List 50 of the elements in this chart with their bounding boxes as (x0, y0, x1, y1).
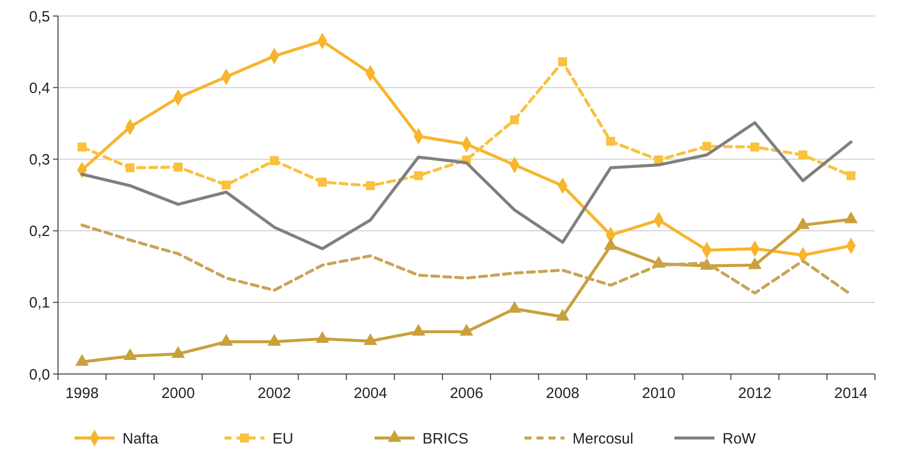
y-tick-label: 0,0 (29, 366, 50, 384)
point (171, 346, 185, 358)
point (366, 181, 375, 190)
x-tick-label: 2000 (161, 385, 195, 402)
point (702, 142, 712, 151)
point (414, 171, 423, 180)
point (460, 324, 474, 336)
point (558, 57, 568, 66)
point (510, 115, 520, 124)
point (267, 334, 282, 346)
y-tick-label: 0,4 (29, 80, 50, 97)
point (750, 142, 760, 152)
point (123, 348, 137, 360)
y-tick-label: 0,1 (29, 294, 50, 312)
point (219, 334, 233, 346)
point (846, 171, 856, 180)
point (174, 162, 183, 172)
legend-label: Nafta (122, 430, 160, 448)
y-tick-label: 0,2 (29, 223, 50, 240)
y-tick-label: 0,3 (29, 151, 50, 168)
x-tick-label: 2008 (546, 385, 580, 402)
point (126, 163, 135, 172)
point (364, 333, 378, 345)
point (222, 180, 231, 190)
point (556, 308, 570, 321)
point (75, 354, 89, 366)
x-tick-label: 2004 (354, 385, 388, 402)
point (796, 217, 810, 229)
point (604, 238, 618, 250)
point (606, 136, 616, 146)
point (508, 300, 522, 313)
x-tick-label: 2002 (258, 385, 291, 402)
x-tick-label: 1998 (65, 385, 99, 402)
legend-label: BRICS (422, 430, 468, 448)
point (798, 150, 808, 160)
legend-label: EU (272, 430, 294, 448)
point (844, 211, 858, 224)
point (412, 324, 426, 336)
point (316, 331, 330, 343)
point (270, 156, 279, 166)
point (748, 257, 762, 270)
x-tick-label: 2012 (738, 385, 772, 402)
point (78, 142, 86, 152)
legend-label: RoW (722, 430, 757, 448)
x-tick-label: 2014 (834, 385, 868, 402)
x-tick-label: 2010 (642, 385, 676, 402)
legend-label: Mercosul (572, 430, 634, 448)
y-tick-label: 0,5 (29, 8, 50, 26)
point (318, 178, 327, 187)
x-tick-label: 2006 (450, 385, 484, 402)
